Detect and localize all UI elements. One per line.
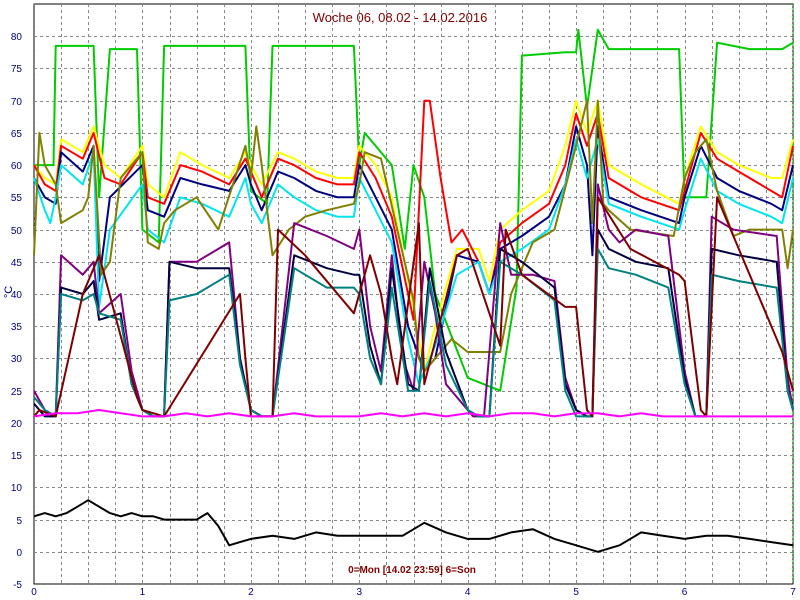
x-axis-label: 0=Mon [14.02 23:59] 6=Son [348, 565, 476, 576]
y-tick-label: 40 [11, 290, 23, 301]
y-tick-label: 25 [11, 387, 23, 398]
y-tick-label: 0 [16, 548, 22, 559]
axis-layer: 0 1 2 3 4 5 6 7-5051015202530354045505560657075… [11, 4, 796, 598]
x-tick-label: 4 [465, 587, 471, 598]
y-tick-label: 10 [11, 483, 23, 494]
y-tick-label: 60 [11, 161, 23, 172]
y-tick-label: 55 [11, 193, 23, 204]
series-line-1 [33, 99, 794, 373]
series-line-10 [33, 409, 793, 418]
series-line-4 [33, 138, 794, 386]
y-tick-label: 50 [11, 226, 23, 237]
series-layer [33, 28, 794, 553]
x-tick-label: 3 [357, 587, 363, 598]
x-tick-label: 7 [790, 587, 796, 598]
y-tick-label: 70 [11, 97, 23, 108]
series-line-9 [33, 196, 794, 418]
y-tick-label: 80 [11, 32, 23, 43]
y-axis-label: °C [3, 286, 15, 298]
y-tick-label: -5 [13, 580, 22, 591]
x-tick-label: 5 [573, 587, 579, 598]
y-tick-label: 5 [16, 516, 22, 527]
x-tick-label: 1 [140, 587, 146, 598]
chart-title: Woche 06, 08.02 - 14.02.2016 [313, 10, 488, 25]
x-tick-label: 6 [682, 587, 688, 598]
y-tick-label: 75 [11, 64, 23, 75]
y-tick-label: 15 [11, 451, 23, 462]
y-tick-label: 30 [11, 354, 23, 365]
y-tick-label: 45 [11, 258, 23, 269]
grid-layer [33, 3, 794, 585]
y-tick-label: 35 [11, 322, 23, 333]
x-tick-label: 0 [31, 587, 37, 598]
series-line-0 [34, 28, 794, 392]
y-tick-label: 20 [11, 419, 23, 430]
x-tick-label: 2 [248, 587, 254, 598]
y-tick-label: 65 [11, 129, 23, 140]
series-line-11 [33, 499, 794, 553]
